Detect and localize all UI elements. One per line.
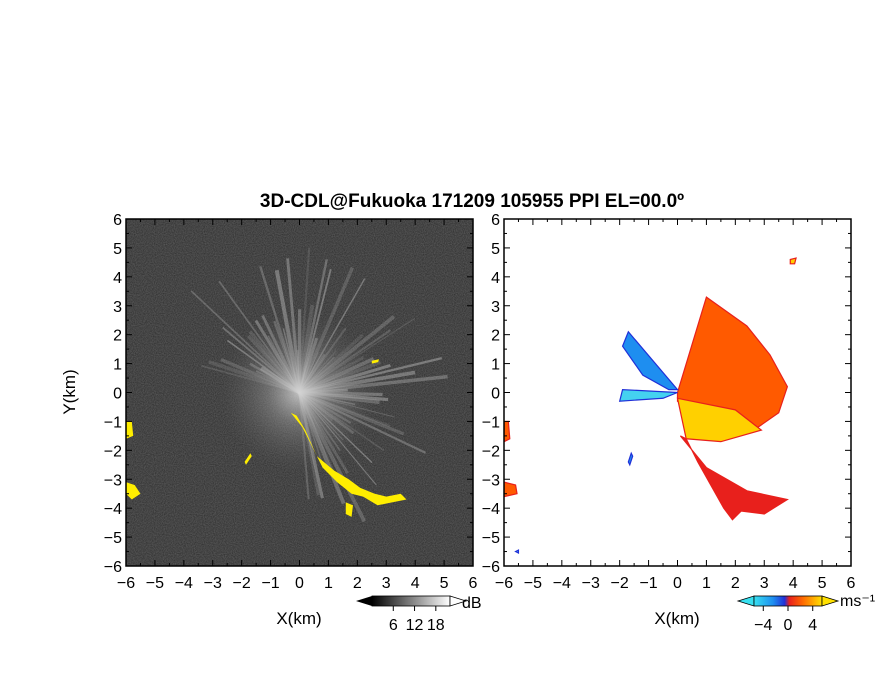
y-tick-label: 3 [491,299,500,316]
y-tick-label: 1 [113,357,122,374]
colorbar-tick-label: 6 [389,617,398,634]
y-tick-label: −4 [482,501,500,518]
y-tick-label: −5 [104,530,122,547]
highlight-region [244,453,252,465]
x-tick-label: −1 [639,575,657,592]
colorbar-tick-label: −4 [754,617,772,634]
x-tick-label: 4 [411,575,420,592]
y-tick-label: 2 [491,328,500,345]
x-tick-label: 4 [789,575,798,592]
y-tick-label: −2 [104,443,122,460]
colorbar-tick-label: 12 [406,617,424,634]
velocity-colorbar-ticks: −4 0 4 [754,606,817,634]
x-tick-label: 0 [295,575,304,592]
x-tick-label: 5 [818,575,827,592]
y-tick-label: −3 [482,472,500,489]
x-tick-label: −5 [146,575,164,592]
x-tick-label: −1 [261,575,279,592]
x-tick-label: −6 [117,575,135,592]
x-tick-label: 5 [440,575,449,592]
backscatter-center-glow [219,312,380,473]
x-tick-label: 3 [760,575,769,592]
left-x-axis-label: X(km) [276,609,321,628]
y-tick-label: 3 [113,299,122,316]
velocity-colorbar-right-arrow [821,595,840,607]
velocity-colorbar-left-arrow [736,595,755,607]
x-tick-label: −3 [204,575,222,592]
y-tick-label: 4 [113,270,122,287]
x-tick-label: 6 [847,575,856,592]
right-panel: −6 −5 −4 −3 −2 −1 0 1 2 3 4 5 6 6 5 4 3 2 1 0 −1 −2 −3 −4 −5 −6 X… [482,212,856,628]
velocity-region [504,481,518,498]
y-tick-label: 6 [113,212,122,229]
y-tick-label: −6 [482,559,500,576]
left-plot-area [126,247,448,523]
highlight-region [126,482,141,500]
y-tick-label: 4 [491,270,500,287]
velocity-region [618,388,678,402]
x-tick-label: 2 [731,575,740,592]
highlight-regions [126,359,407,517]
y-tick-label: −6 [104,559,122,576]
highlight-region [345,502,353,517]
y-tick-label: −1 [482,414,500,431]
db-colorbar-right-arrow [449,595,468,607]
y-tick-label: 0 [491,386,500,403]
db-colorbar-ticks: 6 12 18 [389,606,445,634]
x-tick-label: 3 [382,575,391,592]
x-tick-label: 0 [673,575,682,592]
db-colorbar: 6 12 18 dB [356,595,482,634]
db-colorbar-unit: dB [462,595,482,612]
y-axis-label: Y(km) [60,369,79,414]
colorbar-tick-label: 0 [784,617,793,634]
highlight-region [371,359,380,364]
right-x-axis-label: X(km) [654,609,699,628]
x-tick-label: −2 [233,575,251,592]
x-tick-label: −6 [495,575,513,592]
left-axis-ticks: −6 −5 −4 −3 −2 −1 0 1 2 3 4 5 6 6 5 4 3 2 1 0 −1 −2 −3 −4 −5 −6 [104,212,478,592]
y-tick-label: −3 [104,472,122,489]
velocity-region [504,420,511,443]
velocity-region [514,549,520,554]
x-tick-label: −4 [175,575,193,592]
db-colorbar-bar [371,595,451,607]
y-tick-label: 5 [113,241,122,258]
highlight-region [290,412,407,506]
x-tick-label: 1 [324,575,333,592]
velocity-colorbar: −4 0 4 ms⁻¹ [736,593,875,634]
velocity-region [621,330,679,391]
x-tick-label: −3 [582,575,600,592]
y-tick-label: 6 [491,212,500,229]
x-tick-label: 1 [702,575,711,592]
colorbar-tick-label: 18 [427,617,445,634]
y-tick-label: 1 [491,357,500,374]
velocity-colorbar-bar [753,595,823,607]
y-tick-label: −2 [482,443,500,460]
highlight-region [126,421,134,439]
velocity-regions [504,257,797,554]
y-tick-label: −5 [482,530,500,547]
x-tick-label: −4 [553,575,571,592]
right-plot-area [504,257,797,554]
velocity-colorbar-unit: ms⁻¹ [840,593,875,610]
velocity-region [679,435,789,521]
velocity-region [627,451,634,467]
y-tick-label: 2 [113,328,122,345]
colorbar-tick-label: 4 [808,617,817,634]
x-tick-label: −5 [524,575,542,592]
y-tick-label: 0 [113,386,122,403]
right-axis-ticks: −6 −5 −4 −3 −2 −1 0 1 2 3 4 5 6 6 5 4 3 2 1 0 −1 −2 −3 −4 −5 −6 [482,212,856,592]
y-tick-label: −4 [104,501,122,518]
x-tick-label: −2 [611,575,629,592]
chart-title: 3D-CDL@Fukuoka 171209 105955 PPI EL=00.0… [260,191,684,212]
y-tick-label: −1 [104,414,122,431]
x-tick-label: 2 [353,575,362,592]
velocity-region [676,397,763,443]
velocity-region [789,257,797,265]
db-colorbar-left-arrow [356,596,372,606]
left-panel: −6 −5 −4 −3 −2 −1 0 1 2 3 4 5 6 6 5 4 3 2 1 0 −1 −2 −3 −4 −5 −6 Y… [60,212,478,628]
y-tick-label: 5 [491,241,500,258]
x-tick-label: 6 [469,575,478,592]
